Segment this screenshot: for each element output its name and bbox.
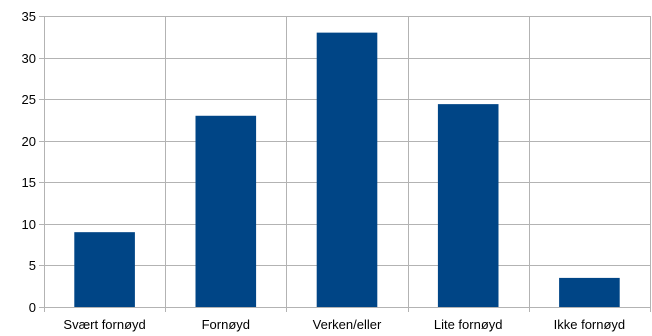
x-axis-tick-labels: Svært fornøyd Fornøyd Verken/eller Lite for… xyxy=(63,317,625,332)
x-tick-label-4: Lite fornøyd xyxy=(434,317,503,332)
bar-5 xyxy=(559,277,620,307)
bars xyxy=(74,32,620,308)
y-tick-label-30: 30 xyxy=(22,51,36,66)
y-tick-label-10: 10 xyxy=(22,217,36,232)
y-tick-label-0: 0 xyxy=(29,300,36,315)
bar-1 xyxy=(74,232,135,307)
y-tick-label-15: 15 xyxy=(22,175,36,190)
x-tick-label-3: Verken/eller xyxy=(313,317,382,332)
bar-2 xyxy=(195,115,257,308)
x-tick-label-1: Svært fornøyd xyxy=(63,317,145,332)
y-tick-label-25: 25 xyxy=(22,92,36,107)
y-axis-tick-labels: 0 5 10 15 20 25 30 35 xyxy=(22,9,36,315)
x-tick-label-5: Ikke fornøyd xyxy=(554,317,626,332)
bar-3 xyxy=(316,32,378,307)
y-tick-label-5: 5 xyxy=(29,258,36,273)
x-tick-label-2: Fornøyd xyxy=(202,317,250,332)
y-tick-label-20: 20 xyxy=(22,134,36,149)
axes xyxy=(39,16,651,312)
bar-4 xyxy=(437,104,499,307)
y-tick-label-35: 35 xyxy=(22,9,36,24)
